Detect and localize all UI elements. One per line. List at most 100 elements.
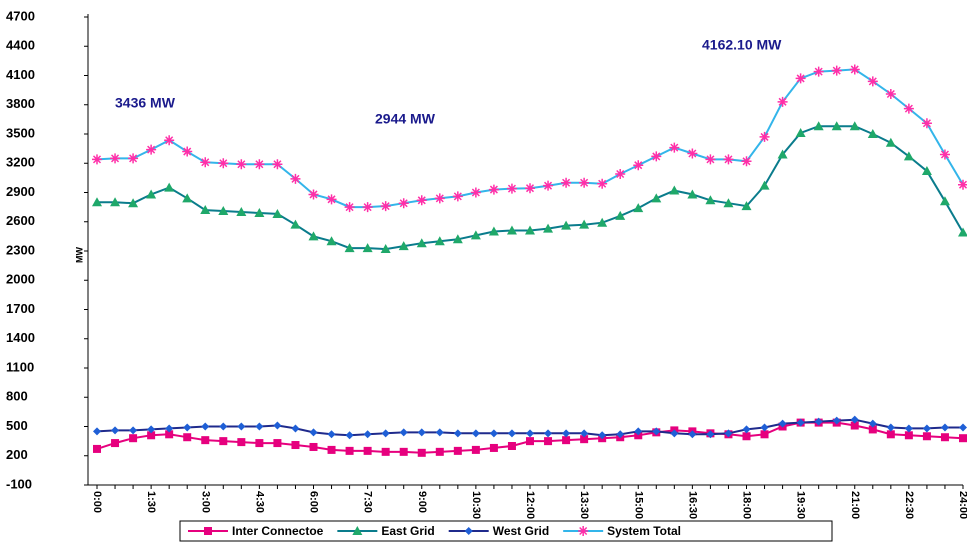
marker bbox=[885, 137, 896, 147]
marker bbox=[398, 198, 409, 209]
marker bbox=[471, 429, 480, 438]
marker bbox=[831, 121, 842, 131]
marker bbox=[741, 156, 752, 167]
marker bbox=[183, 433, 192, 442]
marker bbox=[200, 157, 211, 168]
marker bbox=[381, 447, 390, 456]
y-tick-label: 3500 bbox=[6, 125, 35, 140]
x-tick-label: 15:00 bbox=[632, 491, 644, 519]
marker bbox=[417, 428, 426, 437]
marker bbox=[633, 160, 644, 171]
marker bbox=[849, 64, 860, 75]
marker bbox=[363, 430, 372, 439]
marker bbox=[201, 436, 210, 445]
marker bbox=[470, 187, 481, 198]
y-tick-label: -100 bbox=[6, 476, 32, 491]
y-tick-label: 200 bbox=[6, 447, 28, 462]
marker bbox=[111, 426, 120, 435]
annotation: 2944 MW bbox=[375, 111, 436, 127]
marker bbox=[922, 432, 931, 441]
marker bbox=[903, 151, 914, 161]
marker bbox=[470, 230, 481, 240]
marker bbox=[958, 179, 967, 190]
marker bbox=[705, 195, 716, 205]
marker bbox=[904, 424, 913, 433]
marker bbox=[291, 424, 300, 433]
marker bbox=[273, 421, 282, 430]
marker bbox=[129, 434, 138, 443]
marker bbox=[165, 430, 174, 439]
marker bbox=[165, 424, 174, 433]
x-tick-label: 9:00 bbox=[416, 491, 428, 513]
marker bbox=[146, 189, 157, 199]
marker bbox=[598, 431, 607, 440]
marker bbox=[452, 191, 463, 202]
marker bbox=[562, 436, 571, 445]
marker bbox=[831, 65, 842, 76]
marker bbox=[435, 447, 444, 456]
marker bbox=[236, 207, 247, 216]
marker bbox=[651, 151, 662, 162]
marker bbox=[272, 208, 283, 218]
marker bbox=[236, 159, 247, 170]
marker bbox=[669, 185, 680, 195]
marker bbox=[506, 225, 517, 235]
marker bbox=[579, 219, 590, 229]
marker bbox=[147, 431, 156, 440]
x-tick-label: 24:00 bbox=[957, 491, 967, 519]
marker bbox=[128, 153, 139, 164]
marker bbox=[616, 430, 625, 439]
marker bbox=[561, 220, 572, 230]
marker bbox=[597, 217, 608, 227]
marker bbox=[309, 442, 318, 451]
marker bbox=[940, 433, 949, 442]
marker bbox=[344, 243, 355, 253]
marker bbox=[832, 416, 841, 425]
marker bbox=[886, 430, 895, 439]
marker bbox=[868, 425, 877, 434]
y-tick-label: 1700 bbox=[6, 301, 35, 316]
marker bbox=[272, 159, 283, 170]
marker bbox=[399, 447, 408, 456]
x-tick-label: 16:30 bbox=[686, 491, 698, 519]
marker bbox=[687, 148, 698, 159]
marker bbox=[777, 96, 788, 107]
y-tick-label: 3200 bbox=[6, 155, 35, 170]
marker bbox=[327, 445, 336, 454]
marker bbox=[562, 429, 571, 438]
marker bbox=[255, 439, 264, 448]
x-tick-label: 21:00 bbox=[849, 491, 861, 519]
marker bbox=[959, 423, 967, 432]
marker bbox=[345, 431, 354, 440]
marker bbox=[507, 442, 516, 450]
legend-marker bbox=[204, 527, 212, 535]
marker bbox=[326, 236, 337, 246]
legend-marker bbox=[464, 527, 473, 535]
marker bbox=[813, 66, 824, 77]
marker bbox=[760, 430, 769, 439]
legend-label: System Total bbox=[607, 524, 681, 538]
marker bbox=[273, 439, 282, 448]
marker bbox=[219, 422, 228, 431]
x-tick-label: 10:30 bbox=[470, 491, 482, 519]
marker bbox=[580, 429, 589, 438]
marker bbox=[724, 429, 733, 438]
marker bbox=[507, 429, 516, 438]
marker bbox=[850, 415, 859, 424]
y-tick-label: 2600 bbox=[6, 213, 35, 228]
marker bbox=[867, 76, 878, 87]
y-tick-label: 2900 bbox=[6, 184, 35, 199]
marker bbox=[489, 429, 498, 438]
marker bbox=[651, 193, 662, 203]
marker bbox=[813, 121, 824, 131]
marker bbox=[759, 180, 770, 190]
marker bbox=[434, 193, 445, 204]
x-tick-label: 19:30 bbox=[795, 491, 807, 519]
marker bbox=[129, 426, 138, 435]
marker bbox=[434, 236, 445, 246]
marker bbox=[543, 223, 554, 233]
marker bbox=[308, 231, 319, 241]
y-tick-label: 1100 bbox=[6, 359, 34, 374]
marker bbox=[939, 149, 950, 160]
x-tick-label: 0:00 bbox=[91, 491, 103, 513]
